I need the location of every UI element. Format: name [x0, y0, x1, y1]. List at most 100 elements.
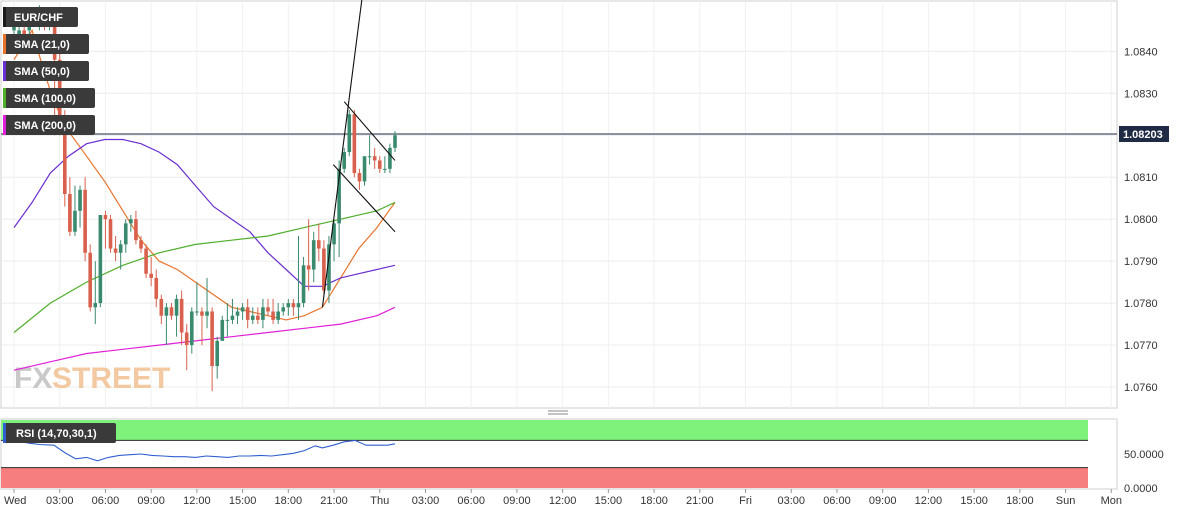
- trendlines: [321, 0, 396, 308]
- candle: [205, 277, 209, 329]
- x-tick-label: 03:00: [46, 495, 74, 507]
- x-tick-label: Mon: [1101, 495, 1122, 507]
- candle: [230, 298, 235, 325]
- candle: [103, 210, 108, 249]
- x-tick-label: 21:00: [320, 495, 348, 507]
- candles: [12, 5, 397, 392]
- x-tick-label: 12:00: [549, 495, 577, 507]
- candle: [240, 303, 245, 320]
- candle: [98, 214, 103, 308]
- candle: [210, 307, 214, 392]
- candle: [139, 235, 143, 253]
- legend-item-label: SMA (21,0): [14, 39, 70, 51]
- candle: [118, 240, 123, 270]
- x-tick-label: 06:00: [823, 495, 851, 507]
- candle: [250, 307, 255, 325]
- candle: [367, 135, 372, 165]
- candle: [83, 177, 87, 262]
- candle: [311, 231, 316, 283]
- legend-item-label: SMA (200,0): [14, 120, 76, 132]
- legend-item-sma100: [3, 88, 95, 108]
- candle: [342, 147, 346, 174]
- watermark: FX STREET: [14, 362, 170, 395]
- candle: [144, 244, 148, 278]
- legend-item-sma21: [3, 34, 89, 54]
- indicator-line: [13, 201, 396, 333]
- candle: [332, 219, 336, 262]
- candle: [276, 303, 280, 325]
- x-tick-label: Thu: [370, 495, 389, 507]
- candle: [261, 298, 265, 329]
- last-price-tag: 1.08203: [1119, 126, 1169, 143]
- candle: [184, 324, 189, 371]
- candle: [327, 235, 331, 304]
- x-tick-label: 18:00: [640, 495, 668, 507]
- y-tick-label: 1.0840: [1124, 46, 1158, 58]
- x-tick-label: 15:00: [595, 495, 623, 507]
- x-tick-label: 18:00: [275, 495, 303, 507]
- legend-item-sma200: [3, 115, 95, 135]
- watermark-fx: FX: [14, 362, 52, 395]
- candle: [377, 156, 382, 174]
- candle: [372, 147, 377, 169]
- candle: [113, 235, 118, 262]
- x-tick-label: 03:00: [412, 495, 440, 507]
- trendline: [343, 101, 396, 161]
- y-tick-label: 1.0790: [1124, 256, 1158, 268]
- rsi-label: RSI (14,70,30,1): [16, 428, 97, 440]
- candle: [291, 298, 296, 316]
- x-tick-label: 09:00: [503, 495, 531, 507]
- last-price-label: 1.08203: [1123, 129, 1163, 141]
- candle: [347, 110, 352, 157]
- x-tick-label: 03:00: [777, 495, 805, 507]
- y-tick-label: 1.0780: [1124, 298, 1158, 310]
- candle: [190, 307, 194, 354]
- legend-item-sma50: [3, 61, 89, 81]
- watermark-street: STREET: [52, 362, 170, 395]
- candle: [215, 336, 219, 379]
- candle: [296, 235, 301, 320]
- candle: [352, 110, 357, 178]
- candle: [271, 298, 275, 325]
- y-tick-label: 1.0800: [1124, 214, 1158, 226]
- candle: [393, 131, 397, 153]
- candle: [245, 298, 250, 329]
- candle: [123, 219, 128, 253]
- y-tick-label: 1.0770: [1124, 340, 1158, 352]
- trendline: [332, 164, 396, 233]
- candle: [195, 282, 199, 316]
- x-tick-label: 15:00: [229, 495, 257, 507]
- candle: [88, 244, 92, 312]
- x-tick-label: 06:00: [92, 495, 120, 507]
- indicator-line: [13, 138, 396, 287]
- panel-resize-handle[interactable]: [548, 410, 568, 415]
- x-tick-label: 09:00: [137, 495, 165, 507]
- rsi-series-line: [13, 439, 396, 462]
- candle: [322, 240, 326, 295]
- main-panel: [0, 0, 1118, 409]
- candle: [174, 294, 179, 337]
- x-tick-label: Fri: [739, 495, 752, 507]
- candle: [388, 143, 392, 174]
- candle: [159, 294, 164, 325]
- x-tick-label: 12:00: [915, 495, 943, 507]
- trendline: [321, 0, 363, 308]
- candle: [383, 156, 387, 174]
- rsi-oversold-zone: [1, 467, 1088, 488]
- candle: [357, 168, 362, 190]
- rsi-y-tick-label: 0.0000: [1124, 483, 1158, 495]
- legend-item-label: SMA (100,0): [14, 93, 76, 105]
- candle: [362, 156, 367, 186]
- y-tick-label: 1.0760: [1124, 382, 1158, 394]
- candle: [154, 269, 159, 308]
- legend: EUR/CHF SMA (21,0) SMA (50,0) SMA (100,0…: [3, 7, 95, 135]
- candle: [225, 303, 230, 337]
- rsi-grid: [1, 439, 1088, 469]
- legend-symbol-label: EUR/CHF: [14, 12, 63, 24]
- candle: [149, 256, 153, 287]
- candle: [235, 307, 240, 325]
- y-axis: 1.08401.08301.08201.08101.08001.07901.07…: [1124, 46, 1158, 394]
- candle: [281, 303, 286, 316]
- candle: [286, 298, 291, 316]
